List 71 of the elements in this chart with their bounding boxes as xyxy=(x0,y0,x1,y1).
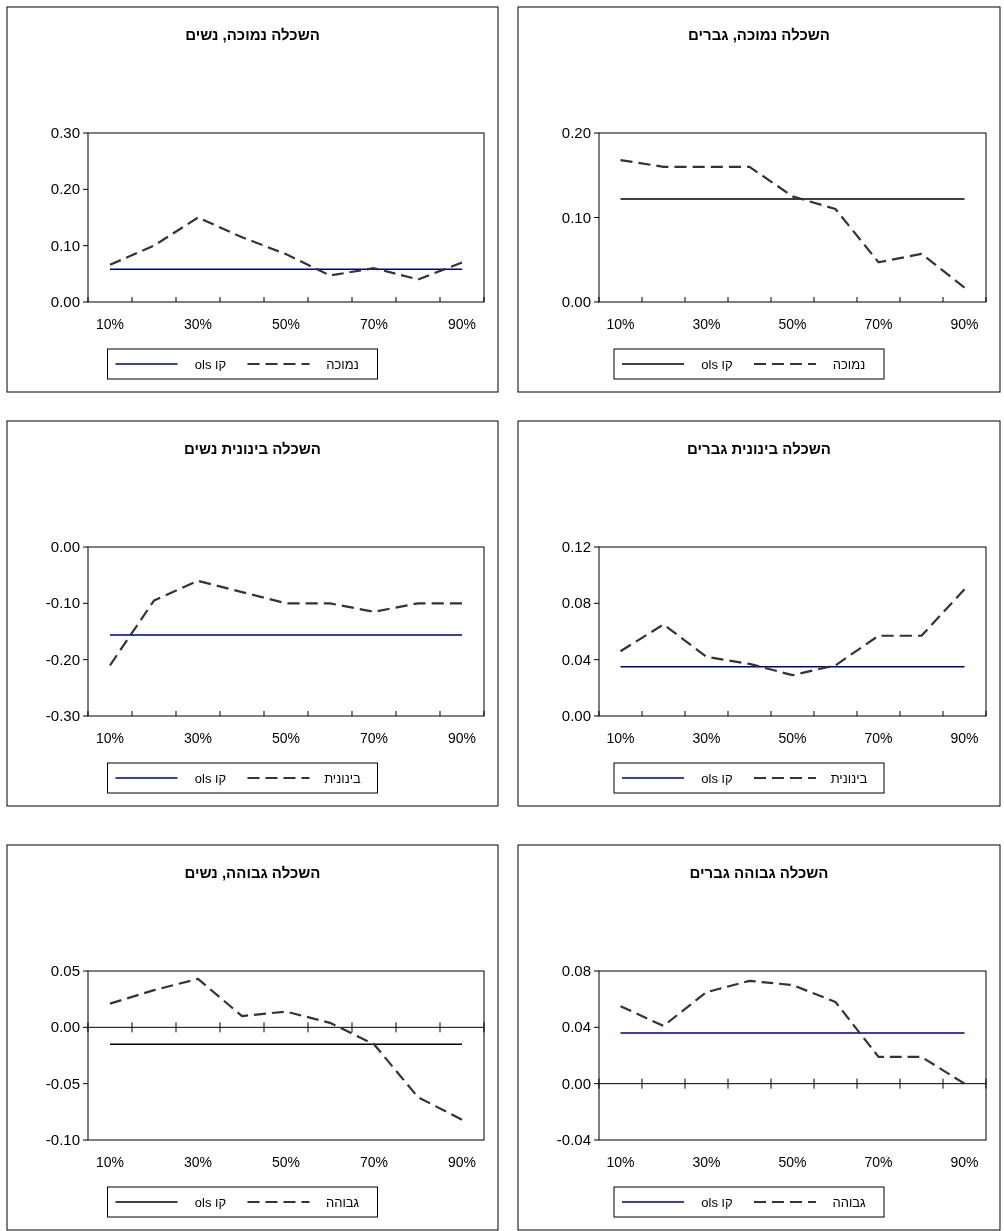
y-tick-label: 0.00 xyxy=(50,1018,80,1036)
x-tick-label: 50% xyxy=(271,730,301,746)
legend-label: קו ols xyxy=(194,357,227,372)
x-tick-label: 50% xyxy=(778,316,807,332)
y-tick-label: 0.08 xyxy=(561,594,591,612)
x-tick-label: 70% xyxy=(864,316,893,332)
legend-label: נמוכה xyxy=(326,357,359,372)
legend-label: קו ols xyxy=(194,1195,227,1210)
x-tick-label: 30% xyxy=(692,316,721,332)
y-tick-label: 0.04 xyxy=(561,1018,591,1036)
x-tick-label: 90% xyxy=(950,1154,979,1170)
x-tick-label: 30% xyxy=(183,730,213,746)
chart-title: השכלה נמוכה, נשים xyxy=(185,26,320,43)
y-tick-label: -0.10 xyxy=(45,1131,80,1148)
legend-label: קו ols xyxy=(701,771,733,786)
x-tick-label: 90% xyxy=(447,1154,477,1170)
x-tick-label: 10% xyxy=(606,730,635,746)
legend-label: גבוהה xyxy=(832,1195,867,1210)
legend-label: גבוהה xyxy=(325,1195,360,1210)
legend-label: קו ols xyxy=(701,1195,733,1210)
chart-title: השכלה בינונית נשים xyxy=(184,440,321,457)
y-tick-label: 0.30 xyxy=(50,124,80,141)
legend-label: קו ols xyxy=(701,357,733,372)
x-tick-label: 30% xyxy=(692,730,721,746)
x-tick-label: 70% xyxy=(359,730,389,746)
x-tick-label: 50% xyxy=(778,1154,807,1170)
legend-label: בינונית xyxy=(830,771,868,786)
y-tick-label: 0.00 xyxy=(50,293,80,310)
x-tick-label: 50% xyxy=(271,316,301,332)
x-tick-label: 90% xyxy=(950,316,979,332)
chart-title: השכלה בינונית גברים xyxy=(686,440,832,457)
x-tick-label: 10% xyxy=(606,1154,635,1170)
x-tick-label: 30% xyxy=(692,1154,721,1170)
x-tick-label: 90% xyxy=(447,730,477,746)
x-tick-label: 30% xyxy=(183,1154,213,1170)
legend-label: בינונית xyxy=(324,771,362,786)
y-tick-label: 0.00 xyxy=(561,293,591,310)
x-tick-label: 50% xyxy=(778,730,807,746)
y-tick-label: -0.10 xyxy=(45,594,80,612)
legend-label: נמוכה xyxy=(832,357,866,372)
x-tick-label: 90% xyxy=(447,316,477,332)
y-tick-label: 0.05 xyxy=(50,962,80,979)
y-tick-label: 0.10 xyxy=(561,208,591,226)
y-tick-label: 0.08 xyxy=(561,962,591,979)
x-tick-label: 70% xyxy=(864,730,893,746)
x-tick-label: 10% xyxy=(95,730,125,746)
x-tick-label: 70% xyxy=(359,1154,389,1170)
x-tick-label: 70% xyxy=(359,316,389,332)
x-tick-label: 10% xyxy=(606,316,635,332)
y-tick-label: 0.00 xyxy=(561,1074,591,1092)
y-tick-label: 0.04 xyxy=(561,650,591,668)
x-tick-label: 70% xyxy=(864,1154,893,1170)
y-tick-label: 0.00 xyxy=(50,538,80,555)
y-tick-label: -0.04 xyxy=(556,1131,591,1148)
y-tick-label: 0.20 xyxy=(50,180,80,198)
x-tick-label: 10% xyxy=(95,1154,125,1170)
x-tick-label: 30% xyxy=(183,316,213,332)
y-tick-label: 0.12 xyxy=(561,538,591,555)
chart-title: השכלה נמוכה, גברים xyxy=(688,26,830,43)
x-tick-label: 50% xyxy=(271,1154,301,1170)
y-tick-label: 0.20 xyxy=(561,124,591,141)
chart-title: השכלה גבוהה גברים xyxy=(689,864,829,881)
y-tick-label: 0.10 xyxy=(50,236,80,254)
y-tick-label: 0.00 xyxy=(561,707,591,724)
legend-label: קו ols xyxy=(194,771,227,786)
y-tick-label: -0.05 xyxy=(45,1074,80,1092)
x-tick-label: 10% xyxy=(95,316,125,332)
y-tick-label: -0.20 xyxy=(45,650,80,668)
chart-title: השכלה גבוהה, נשים xyxy=(184,864,321,881)
y-tick-label: -0.30 xyxy=(45,707,80,724)
x-tick-label: 90% xyxy=(950,730,979,746)
